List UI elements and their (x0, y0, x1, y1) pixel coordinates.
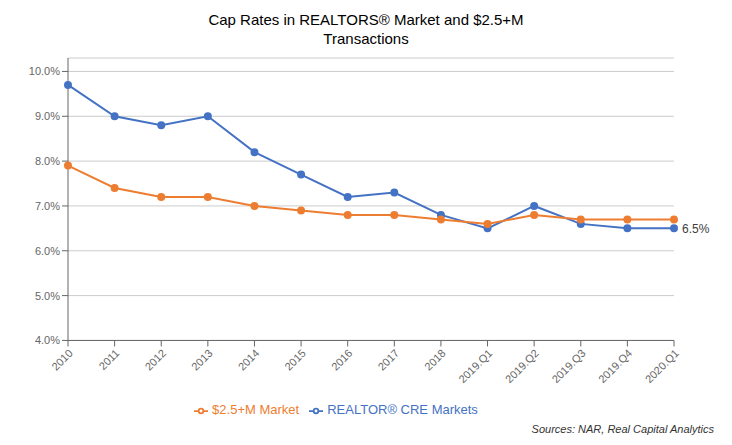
svg-text:2020.Q1: 2020.Q1 (643, 347, 681, 385)
svg-text:5.0%: 5.0% (35, 290, 60, 302)
svg-text:6.0%: 6.0% (35, 245, 60, 257)
html-text:$2.5+M Market: $2.5+M Market (212, 402, 300, 418)
svg-text:2015: 2015 (282, 347, 308, 373)
html-text:REALTOR® CRE Markets: REALTOR® CRE Markets (327, 402, 478, 418)
html-text:Cap Rates in REALTORS® Market: Cap Rates in REALTORS® Market and $2.5+M (208, 11, 524, 28)
svg-text:4.0%: 4.0% (35, 334, 60, 346)
svg-text:2017: 2017 (375, 347, 401, 373)
svg-text:2019.Q1: 2019.Q1 (456, 347, 494, 385)
svg-text:2016: 2016 (329, 347, 355, 373)
svg-text:2019.Q2: 2019.Q2 (503, 347, 541, 385)
svg-text:2011: 2011 (96, 347, 121, 372)
html-text:Sources: NAR, Real Capital Ana: Sources: NAR, Real Capital Analytics (531, 423, 714, 435)
svg-text:2019.Q4: 2019.Q4 (596, 347, 634, 385)
svg-text:2013: 2013 (189, 347, 215, 373)
svg-text:6.5%: 6.5% (682, 222, 710, 236)
svg-text:8.0%: 8.0% (35, 155, 60, 167)
svg-text:2019.Q3: 2019.Q3 (549, 347, 587, 385)
html-text:Transactions: Transactions (323, 30, 409, 47)
svg-text:2012: 2012 (142, 347, 168, 373)
svg-text:2018: 2018 (422, 347, 448, 373)
svg-text:2014: 2014 (236, 347, 262, 373)
svg-text:7.0%: 7.0% (35, 200, 60, 212)
svg-text:2010: 2010 (49, 347, 75, 373)
svg-text:10.0%: 10.0% (29, 65, 60, 77)
svg-text:9.0%: 9.0% (35, 110, 60, 122)
